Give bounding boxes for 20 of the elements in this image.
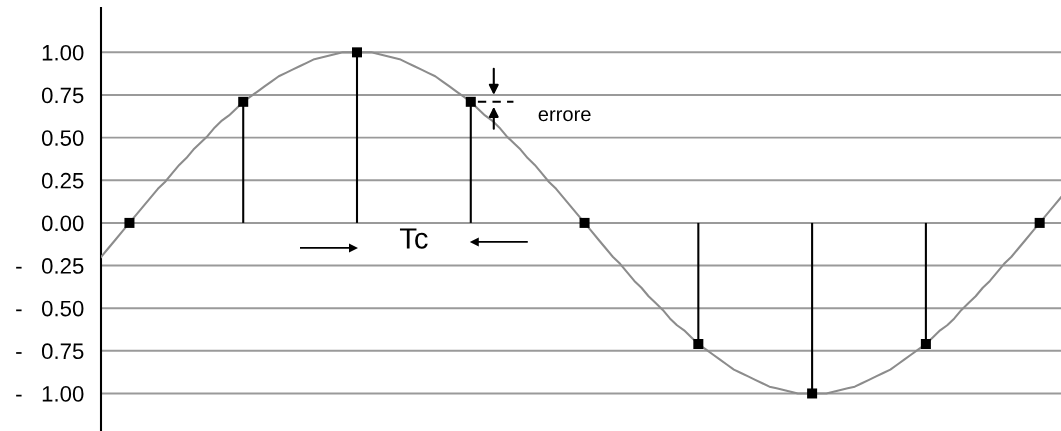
point bbox=[238, 96, 249, 107]
y-tick-label: - 0.25 bbox=[16, 258, 84, 274]
point bbox=[124, 217, 135, 228]
y-tick-label: 0.50 bbox=[41, 130, 84, 146]
y-tick-label: - 0.50 bbox=[16, 300, 84, 317]
point bbox=[351, 47, 363, 58]
y-tick-label: 0.75 bbox=[41, 87, 84, 104]
point bbox=[920, 339, 931, 350]
annotation: Tc bbox=[399, 228, 428, 249]
y-tick-label: - 1.00 bbox=[16, 386, 84, 402]
y-tick-label: 0.25 bbox=[41, 172, 84, 189]
y-tick-label: 0.00 bbox=[41, 215, 84, 232]
point bbox=[807, 388, 818, 399]
y-tick-label: - 0.75 bbox=[16, 343, 84, 360]
point bbox=[579, 217, 590, 228]
point bbox=[1034, 217, 1045, 228]
point bbox=[465, 96, 476, 107]
point bbox=[693, 339, 704, 350]
annotation: errore bbox=[538, 110, 591, 122]
y-tick-label: 1.00 bbox=[42, 44, 84, 61]
